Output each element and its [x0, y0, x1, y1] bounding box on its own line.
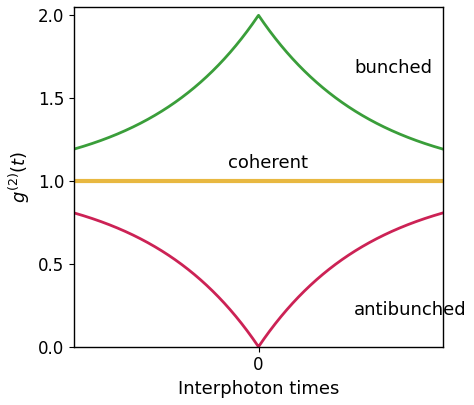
Y-axis label: $g^{(2)}(t)$: $g^{(2)}(t)$ — [7, 151, 32, 203]
X-axis label: Interphoton times: Interphoton times — [178, 380, 339, 398]
Text: bunched: bunched — [354, 59, 432, 77]
Text: antibunched: antibunched — [354, 301, 466, 319]
Text: coherent: coherent — [228, 154, 308, 172]
